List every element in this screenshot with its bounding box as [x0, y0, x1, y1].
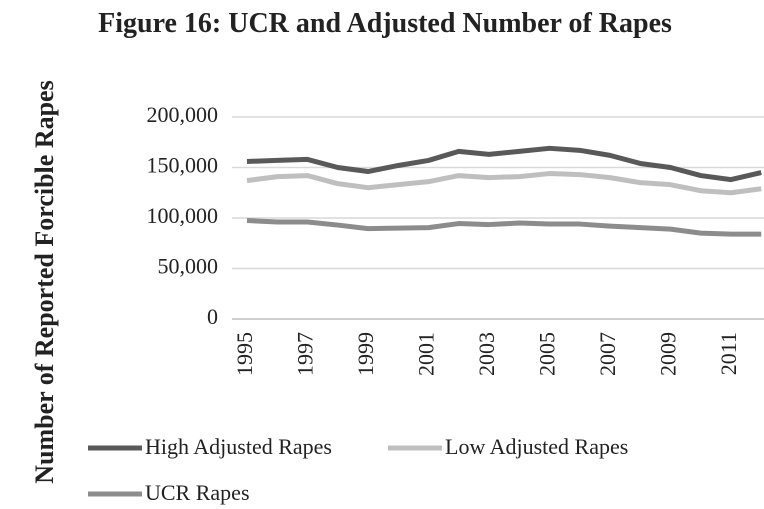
x-tick-label: 2009: [656, 332, 681, 376]
y-tick-label: 200,000: [147, 102, 219, 127]
y-tick-label: 150,000: [147, 153, 219, 178]
x-tick-label: 1997: [293, 332, 318, 376]
x-tick-label: 2007: [595, 332, 620, 376]
series-line: [246, 218, 762, 237]
legend-label: Low Adjusted Rapes: [445, 434, 628, 459]
x-tick-label: 1995: [232, 332, 257, 376]
y-axis-label: Number of Reported Forcible Rapes: [30, 80, 59, 484]
legend-label: UCR Rapes: [145, 480, 250, 505]
x-tick-label: 2011: [716, 332, 741, 375]
x-tick-label: 2005: [535, 332, 560, 376]
y-tick-label: 0: [207, 304, 218, 329]
y-tick-label: 50,000: [158, 254, 219, 279]
series-line: [246, 145, 762, 183]
x-tick-label: 2001: [414, 332, 439, 376]
x-tick-label: 2003: [474, 332, 499, 376]
legend-label: High Adjusted Rapes: [145, 434, 332, 459]
y-tick-label: 100,000: [147, 203, 219, 228]
chart-title: Figure 16: UCR and Adjusted Number of Ra…: [98, 8, 672, 39]
x-tick-label: 1999: [353, 332, 378, 376]
series-line: [246, 171, 762, 196]
